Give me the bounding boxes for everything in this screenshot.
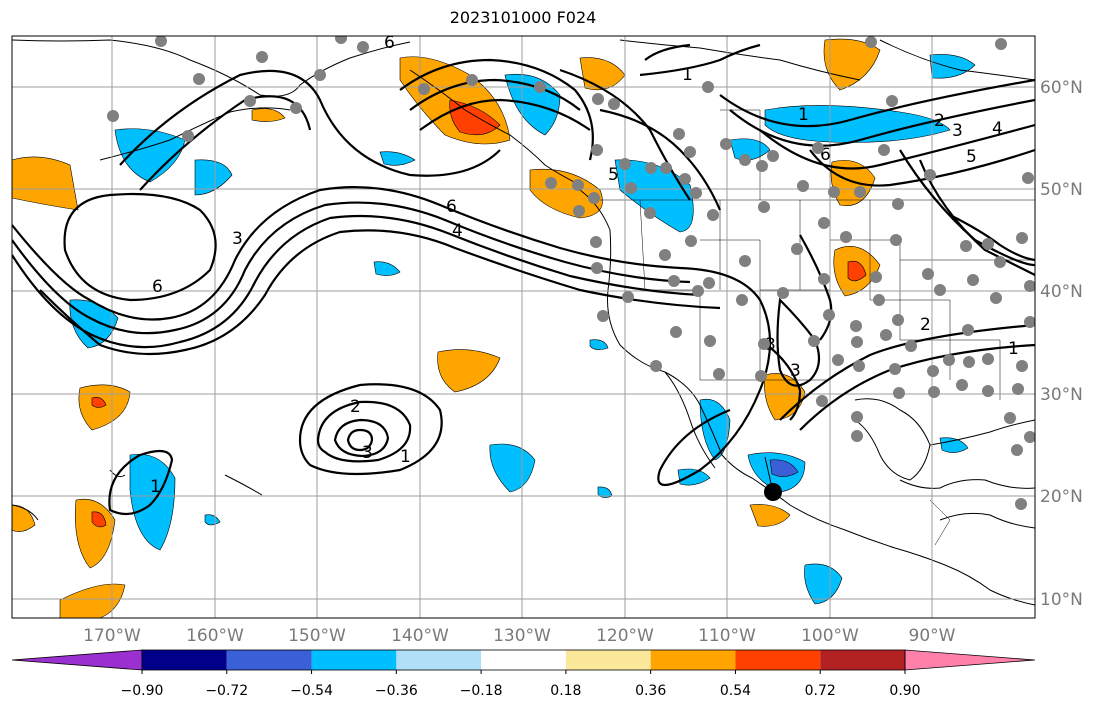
colorbar-tick-label: −0.90 — [121, 683, 164, 699]
hot-area — [91, 511, 107, 528]
contour-label: 2 — [350, 397, 361, 417]
cool-area — [373, 261, 401, 276]
contour-label: 6 — [820, 145, 831, 165]
lat-label: 60°N — [1040, 78, 1083, 98]
lat-label: 20°N — [1040, 487, 1083, 507]
colorbar-swatch — [481, 650, 566, 670]
contour-label: 5 — [608, 165, 619, 185]
contour-label: 4 — [992, 119, 1003, 139]
map-border — [11, 35, 1036, 619]
warm-area — [12, 156, 79, 211]
cool-area — [764, 105, 951, 143]
colorbar-tick-label: 0.72 — [805, 683, 836, 699]
latitude-axis: 60°N 50°N 40°N 30°N 20°N 10°N — [1040, 78, 1083, 610]
station-dots — [107, 36, 1035, 510]
cool-area — [379, 151, 416, 166]
lon-label: 100°W — [801, 626, 859, 646]
warm-area — [75, 498, 116, 569]
lat-label: 10°N — [1040, 590, 1083, 610]
storm-center-marker — [764, 456, 782, 501]
hot-area — [847, 261, 867, 282]
lon-label: 110°W — [698, 626, 756, 646]
contour-label: 6 — [446, 197, 457, 217]
contour-label: 1 — [400, 447, 411, 467]
lon-label: 120°W — [596, 626, 654, 646]
cool-area — [204, 514, 221, 526]
colorbar-extend-low — [11, 649, 143, 671]
hot-area — [449, 99, 501, 136]
colorbar-swatch — [735, 650, 821, 670]
cool-area — [804, 563, 843, 605]
contour-label: 3 — [232, 229, 243, 249]
contour-label: 1 — [150, 477, 161, 497]
colorbar-swatch — [396, 650, 482, 670]
colorbar-tick-label: −0.36 — [375, 683, 418, 699]
cool-area — [677, 468, 711, 486]
lat-label: 40°N — [1040, 282, 1083, 302]
graticule — [12, 36, 1035, 618]
colorbar-swatch — [226, 650, 312, 670]
coastlines — [12, 39, 1035, 606]
colorbar-tick-label: 0.54 — [720, 683, 751, 699]
warm-area — [749, 504, 791, 527]
warm-area — [59, 583, 126, 618]
contour-label: 2 — [920, 315, 931, 335]
contour-label: 6 — [384, 33, 395, 53]
cool-area — [489, 443, 536, 493]
lon-label: 130°W — [493, 626, 551, 646]
contour-label: 3 — [765, 335, 776, 355]
lon-label: 90°W — [909, 626, 956, 646]
cool-area — [194, 159, 233, 196]
lat-label: 30°N — [1040, 385, 1083, 405]
contour-label: 2 — [934, 111, 945, 131]
contour-label: 1 — [798, 105, 809, 125]
contour-label: 6 — [152, 277, 163, 297]
contour-label: 4 — [452, 221, 463, 241]
colorbar-swatch — [142, 650, 227, 670]
cold-area — [769, 459, 799, 477]
anomaly-shading — [12, 38, 976, 618]
colorbar-extend-high — [904, 649, 1036, 671]
colorbar: −0.90 −0.72 −0.54 −0.36 −0.18 0.18 0.36 0.54 0.7… — [11, 649, 1036, 699]
colorbar-swatch — [565, 650, 651, 670]
colorbar-swatch — [820, 650, 905, 670]
colorbar-tick-label: 0.18 — [550, 683, 581, 699]
colorbar-tick-label: 0.36 — [635, 683, 666, 699]
hot-area — [91, 397, 107, 408]
contour-label: 3 — [790, 361, 801, 381]
warm-area — [251, 108, 286, 122]
cool-area — [114, 128, 186, 183]
colorbar-tick-label: −0.18 — [460, 683, 503, 699]
contour-label: 3 — [952, 121, 963, 141]
contour-lines — [12, 43, 1035, 516]
colorbar-swatch — [311, 650, 397, 670]
colorbar-swatch — [650, 650, 736, 670]
cool-area — [929, 54, 976, 79]
lon-label: 160°W — [186, 626, 244, 646]
warm-area — [823, 38, 881, 91]
contour-labels: 6 1 1 2 3 4 5 6 6 4 3 5 6 3 3 2 3 1 1 2 … — [150, 33, 1019, 497]
colorbar-tick-label: −0.72 — [205, 683, 248, 699]
contour-label: 5 — [966, 147, 977, 167]
lon-label: 150°W — [288, 626, 346, 646]
lon-label: 140°W — [391, 626, 449, 646]
colorbar-outline — [141, 649, 906, 671]
longitude-axis: 170°W 160°W 150°W 140°W 130°W 120°W 110°… — [83, 626, 956, 646]
lon-label: 170°W — [83, 626, 141, 646]
colorbar-tick-label: −0.54 — [290, 683, 333, 699]
contour-label: 3 — [362, 443, 373, 463]
colorbar-tick-label: 0.90 — [889, 683, 920, 699]
map-title: 2023101000 F024 — [449, 8, 597, 27]
warm-area — [12, 504, 36, 532]
contour-label: 1 — [682, 65, 693, 85]
warm-area — [78, 384, 131, 431]
warm-area — [437, 349, 501, 393]
contour-label: 1 — [1008, 339, 1019, 359]
cool-area — [589, 339, 609, 350]
lat-label: 50°N — [1040, 180, 1083, 200]
